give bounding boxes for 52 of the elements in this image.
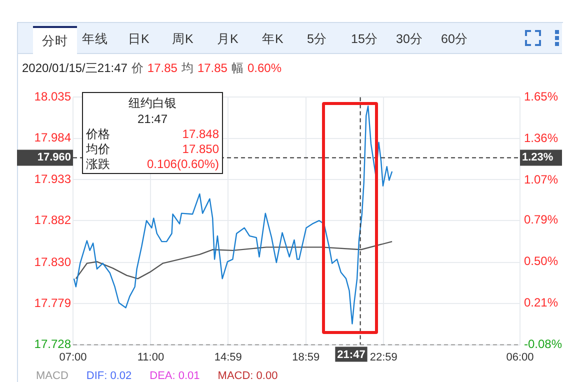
ref-line-label: 17.960 [37,152,71,164]
y2-tick-label: 1.36% [524,131,558,146]
y-tick-label: 17.933 [34,172,72,186]
text: 17.85 [147,61,178,75]
y-tick-label: 17.984 [34,130,72,145]
y-tick-label: 18.035 [34,90,72,104]
x-tick-label: 11:00 [137,351,164,364]
y2-tick-label: -0.08% [524,337,562,352]
text: 均 [181,61,194,75]
y2-tick-label: 0.50% [524,254,558,268]
text: DEA: 0.01 [150,370,200,382]
annotation: 均价 [86,142,110,157]
text: MACD: 0.00 [218,370,278,382]
text: 幅 [231,61,244,75]
annotation: 17.850 [182,142,219,157]
text: 年K [261,31,284,48]
annotation: 价格 [86,127,110,142]
text: 周K [171,31,194,48]
annotation: 17.848 [182,127,219,142]
text: 15分 [350,31,379,48]
text: 1.23% [522,152,554,164]
y2-tick-label: 1.65% [524,90,558,104]
y-tick-label: 17.830 [34,254,72,269]
y-tick-label: 17.882 [34,212,72,227]
ref-line-label: 21:47 [337,348,366,361]
text: 价 [131,61,144,75]
x-tick-label: 22:59 [370,351,398,364]
text: 分时 [33,26,77,55]
y2-tick-label: 1.07% [524,172,558,187]
x-tick-label: 06:00 [506,351,534,364]
text: 日K [127,31,150,48]
y-tick-label: 17.779 [34,296,72,310]
text: 30分 [395,31,424,48]
text: 年线 [81,31,109,48]
annotation: 0.106(0.60%) [146,157,219,172]
y2-tick-label: 0.21% [524,296,558,310]
annotation: 纽约白银 [128,95,178,111]
text: 60分 [440,31,469,48]
y-tick-label: 17.728 [34,337,72,352]
text: 月K [216,31,240,48]
text: MACD [36,370,68,382]
text: 2020/01/15/三21:47 [22,61,128,75]
x-tick-label: 18:59 [292,351,320,364]
text: 17.85 [197,61,228,75]
text: DIF: 0.02 [86,370,132,382]
x-tick-label: 14:59 [214,351,242,364]
text: 0.60% [247,61,282,75]
text: 5分 [306,31,328,48]
x-tick-label: 07:00 [59,351,87,364]
y2-tick-label: 0.79% [524,212,558,227]
annotation: 21:47 [136,111,169,127]
annotation: 涨跌 [86,157,110,172]
